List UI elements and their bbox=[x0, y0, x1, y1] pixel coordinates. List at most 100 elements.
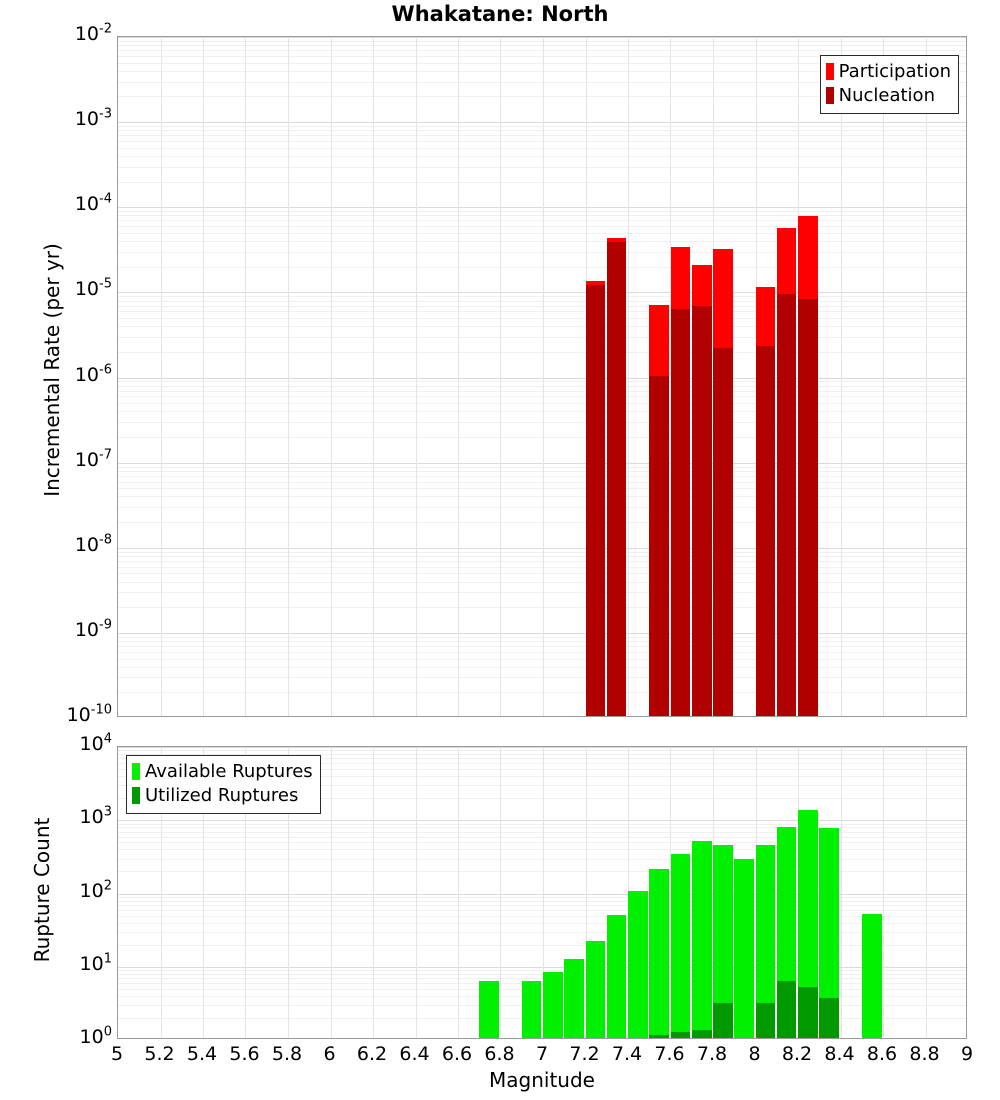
y-tick-label: 10-4 bbox=[74, 191, 112, 216]
gridline-minor bbox=[118, 352, 966, 353]
bar-available-ruptures bbox=[670, 853, 691, 1038]
gridline-major bbox=[118, 633, 966, 634]
gridline-minor bbox=[118, 754, 966, 755]
gridline-minor bbox=[118, 573, 966, 574]
x-tick-label: 8 bbox=[748, 1043, 761, 1065]
gridline-minor bbox=[118, 916, 966, 917]
gridline-minor bbox=[118, 482, 966, 483]
bar-available-ruptures bbox=[521, 981, 542, 1038]
gridline-minor bbox=[118, 945, 966, 946]
bar-nucleation bbox=[776, 294, 797, 716]
bottom-bars bbox=[118, 747, 966, 1038]
gridline-vertical bbox=[331, 37, 332, 716]
x-tick-label: 9 bbox=[960, 1043, 974, 1065]
gridline-minor bbox=[118, 556, 966, 557]
x-tick-label: 5.8 bbox=[271, 1043, 303, 1065]
gridline-minor bbox=[118, 923, 966, 924]
gridline-minor bbox=[118, 156, 966, 157]
gridline-vertical bbox=[288, 747, 289, 1038]
gridline-minor bbox=[118, 652, 966, 653]
bar-available-ruptures bbox=[691, 840, 712, 1038]
gridline-minor bbox=[118, 905, 966, 906]
gridline-minor bbox=[118, 411, 966, 412]
x-tick-label: 6.6 bbox=[441, 1043, 473, 1065]
gridline-major bbox=[118, 747, 966, 748]
gridline-minor bbox=[118, 871, 966, 872]
gridline-vertical bbox=[416, 37, 417, 716]
bar-available-ruptures bbox=[819, 827, 839, 1038]
gridline-major bbox=[118, 548, 966, 549]
legend-rupture-count: Available Ruptures Utilized Ruptures bbox=[126, 755, 321, 814]
y-tick-label: 10-5 bbox=[74, 277, 112, 301]
gridline-vertical bbox=[543, 37, 544, 716]
gridline-vertical bbox=[586, 747, 587, 1038]
gridline-minor bbox=[118, 646, 966, 647]
x-tick-label: 6.8 bbox=[484, 1043, 515, 1065]
gridline-minor bbox=[118, 607, 966, 608]
gridline-minor bbox=[118, 983, 966, 984]
gridline-minor bbox=[118, 141, 966, 142]
gridline-minor bbox=[118, 932, 966, 933]
gridline-vertical bbox=[203, 37, 204, 716]
gridline-vertical bbox=[543, 747, 544, 1038]
gridline-minor bbox=[118, 659, 966, 660]
gridline-minor bbox=[118, 381, 966, 382]
gridline-minor bbox=[118, 496, 966, 497]
bar-available-ruptures bbox=[734, 858, 754, 1038]
y-tick-label: 10-2 bbox=[74, 21, 112, 45]
gridline-minor bbox=[118, 135, 966, 136]
gridline-vertical bbox=[500, 747, 501, 1038]
gridline-minor bbox=[118, 82, 966, 83]
gridline-minor bbox=[118, 974, 966, 975]
legend-item-utilized-ruptures: Utilized Ruptures bbox=[132, 784, 313, 808]
y-tick-label: 101 bbox=[79, 951, 112, 975]
gridline-minor bbox=[118, 396, 966, 397]
gridline-minor bbox=[118, 306, 966, 307]
gridline-minor bbox=[118, 233, 966, 234]
gridline-vertical bbox=[883, 747, 884, 1038]
x-tick-label: 7.4 bbox=[611, 1043, 643, 1065]
bar-available-ruptures bbox=[861, 913, 882, 1038]
bar-available-ruptures bbox=[585, 941, 606, 1038]
gridline-minor bbox=[118, 827, 966, 828]
gridline-minor bbox=[118, 561, 966, 562]
y-tick-label: 103 bbox=[79, 804, 112, 829]
gridline-vertical bbox=[245, 747, 246, 1038]
legend-item-available-ruptures: Available Ruptures bbox=[132, 760, 313, 784]
top-y-axis-label: Incremental Rate (per yr) bbox=[40, 243, 64, 497]
gridline-minor bbox=[118, 41, 966, 42]
gridline-vertical bbox=[416, 747, 417, 1038]
gridline-minor bbox=[118, 226, 966, 227]
gridline-minor bbox=[118, 467, 966, 468]
gridline-minor bbox=[118, 422, 966, 423]
gridline-major bbox=[118, 292, 966, 293]
gridline-minor bbox=[118, 763, 966, 764]
bar-utilized-ruptures bbox=[649, 1035, 669, 1038]
top-bars bbox=[118, 37, 966, 716]
x-tick-label: 6.4 bbox=[399, 1043, 430, 1065]
gridline-minor bbox=[118, 318, 966, 319]
gridline-minor bbox=[118, 130, 966, 131]
x-tick-label: 5.2 bbox=[144, 1043, 175, 1065]
gridline-major bbox=[118, 207, 966, 208]
gridline-minor bbox=[118, 677, 966, 678]
gridline-minor bbox=[118, 437, 966, 438]
y-tick-label: 10-7 bbox=[74, 447, 112, 471]
gridline-minor bbox=[118, 567, 966, 568]
gridline-minor bbox=[118, 241, 966, 242]
bar-utilized-ruptures bbox=[798, 986, 818, 1038]
gridline-minor bbox=[118, 758, 966, 759]
gridline-vertical bbox=[500, 37, 501, 716]
gridline-minor bbox=[118, 63, 966, 64]
gridline-vertical bbox=[288, 37, 289, 716]
rupture-count-plot: Available Ruptures Utilized Ruptures bbox=[117, 746, 967, 1039]
x-tick-label: 7.8 bbox=[696, 1043, 728, 1065]
gridline-minor bbox=[118, 522, 966, 523]
gridline-minor bbox=[118, 1018, 966, 1019]
bar-available-ruptures bbox=[479, 981, 499, 1038]
x-tick-label: 8.2 bbox=[781, 1043, 813, 1065]
bar-nucleation bbox=[670, 309, 691, 716]
x-tick-label: 8.4 bbox=[824, 1043, 855, 1065]
gridline-vertical bbox=[883, 37, 884, 716]
